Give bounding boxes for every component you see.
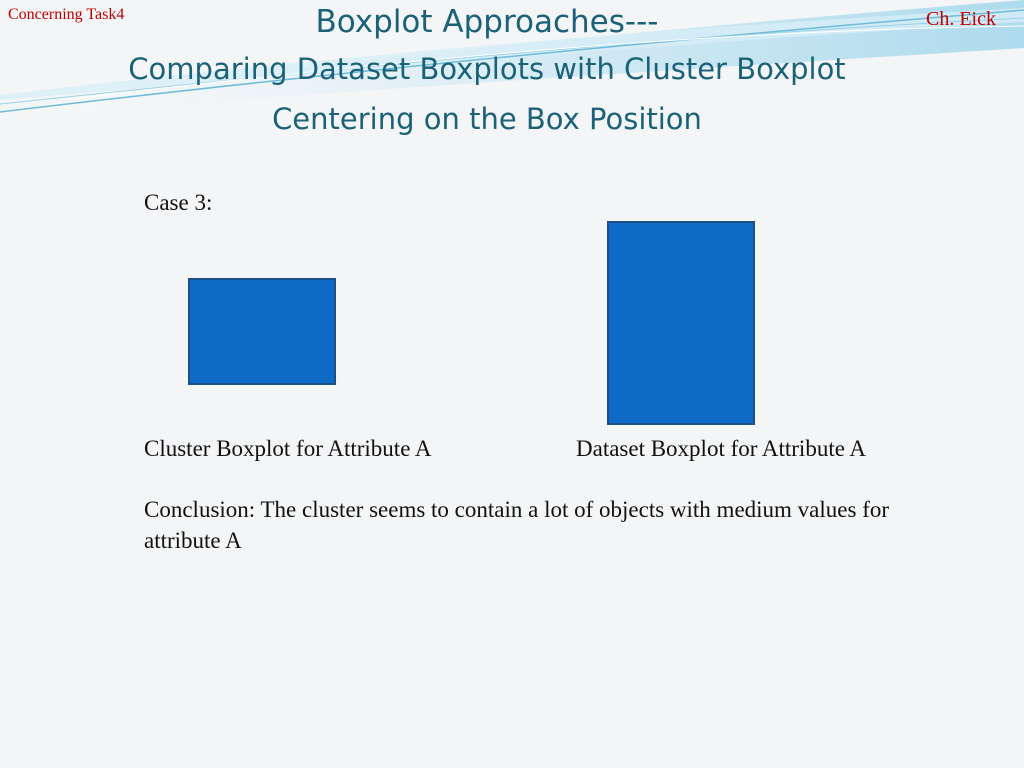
- course-label: Concerning Task4: [8, 6, 125, 23]
- title-line-2: Comparing Dataset Boxplots with Cluster …: [128, 52, 846, 86]
- cluster-boxplot-box: [188, 278, 336, 385]
- slide-title: Boxplot Approaches--- Comparing Dataset …: [0, 0, 974, 144]
- dataset-caption: Dataset Boxplot for Attribute A: [576, 436, 867, 461]
- header-swoosh-decoration: [0, 0, 1024, 118]
- case-label: Case 3:: [144, 190, 213, 215]
- cluster-caption: Cluster Boxplot for Attribute A: [144, 436, 432, 461]
- conclusion-text: Conclusion: The cluster seems to contain…: [144, 497, 890, 553]
- dataset-boxplot-box: [607, 221, 755, 425]
- title-line-3: Centering on the Box Position: [272, 102, 702, 136]
- author-label: Ch. Eick: [926, 8, 996, 30]
- title-line-1: Boxplot Approaches---: [315, 4, 659, 40]
